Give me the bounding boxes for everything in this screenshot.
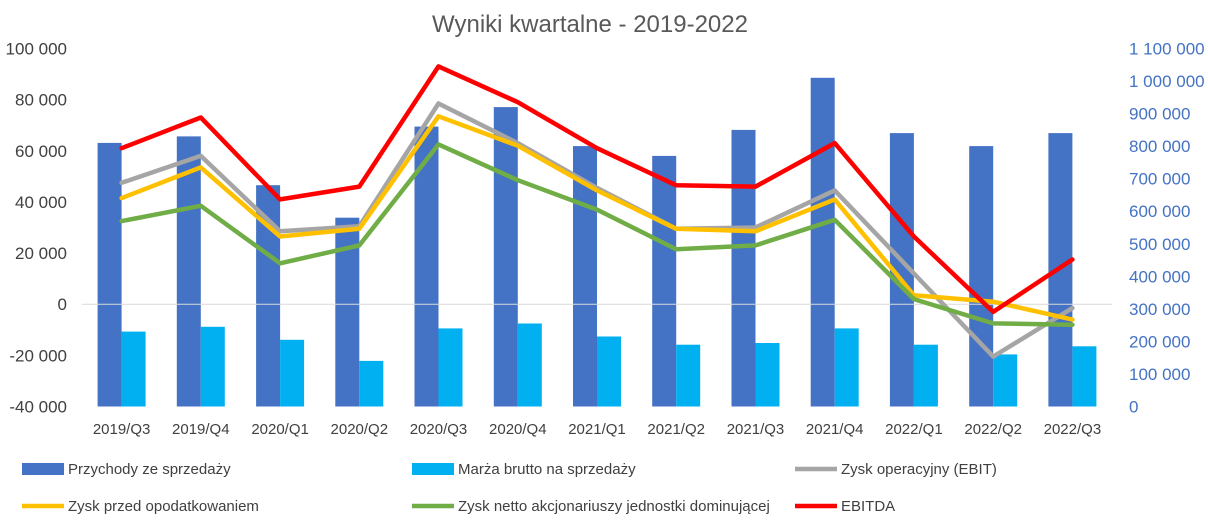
bar-gross-margin-8 bbox=[755, 343, 780, 407]
bar-gross-margin-0 bbox=[121, 331, 146, 407]
legend-label: Przychody ze sprzedaży bbox=[68, 461, 231, 478]
bar-revenue-8 bbox=[731, 129, 756, 407]
bar-gross-margin-5 bbox=[517, 323, 542, 407]
left-tick-label: 100 000 bbox=[6, 40, 67, 59]
right-tick-label: 900 000 bbox=[1129, 105, 1190, 124]
x-tick-label: 2022/Q2 bbox=[964, 421, 1022, 438]
right-tick-label: 400 000 bbox=[1129, 267, 1190, 286]
line-layer bbox=[119, 64, 1075, 359]
legend-label: Marża brutto na sprzedaży bbox=[458, 461, 636, 478]
bar-gross-margin-11 bbox=[993, 354, 1018, 407]
legend-label: Zysk netto akcjonariuszy jednostki domin… bbox=[458, 498, 770, 515]
left-tick-label: 60 000 bbox=[15, 142, 67, 161]
right-tick-label: 0 bbox=[1129, 398, 1138, 417]
x-tick-label: 2019/Q4 bbox=[172, 421, 230, 438]
bar-revenue-11 bbox=[969, 146, 994, 407]
x-tick-label: 2022/Q3 bbox=[1044, 421, 1102, 438]
chart-title: Wyniki kwartalne - 2019-2022 bbox=[432, 11, 748, 38]
bar-revenue-9 bbox=[810, 77, 835, 407]
left-axis-ticks: 100 000 80 000 60 000 40 000 20 000 0 -20 000 -… bbox=[6, 40, 67, 417]
left-tick-label: 80 000 bbox=[15, 91, 67, 110]
right-tick-label: 600 000 bbox=[1129, 202, 1190, 221]
legend: Przychody ze sprzedaży Marża brutto na sp… bbox=[22, 461, 997, 515]
right-tick-label: 800 000 bbox=[1129, 137, 1190, 156]
bar-gross-margin-7 bbox=[676, 344, 701, 407]
bar-revenue-5 bbox=[493, 107, 518, 407]
x-tick-label: 2019/Q3 bbox=[93, 421, 151, 438]
right-tick-label: 300 000 bbox=[1129, 300, 1190, 319]
x-tick-label: 2022/Q1 bbox=[885, 421, 943, 438]
bar-gross-margin-4 bbox=[438, 328, 463, 407]
right-tick-label: 500 000 bbox=[1129, 235, 1190, 254]
legend-swatch bbox=[22, 463, 64, 475]
left-tick-label: 0 bbox=[58, 295, 67, 314]
legend-swatch bbox=[412, 463, 454, 475]
net-profit-line bbox=[119, 142, 1075, 327]
bar-gross-margin-6 bbox=[597, 336, 621, 407]
right-tick-label: 100 000 bbox=[1129, 365, 1190, 384]
left-tick-label: -20 000 bbox=[9, 346, 67, 365]
bar-revenue-0 bbox=[97, 142, 122, 407]
x-tick-label: 2021/Q4 bbox=[806, 421, 864, 438]
bar-gross-margin-3 bbox=[359, 360, 384, 407]
left-tick-label: 20 000 bbox=[15, 244, 67, 263]
right-axis-ticks: 1 100 000 1 000 000 900 000 800 000 700 000 6… bbox=[1129, 40, 1205, 417]
right-tick-label: 700 000 bbox=[1129, 170, 1190, 189]
bar-gross-margin-1 bbox=[200, 326, 225, 407]
x-tick-label: 2020/Q3 bbox=[410, 421, 468, 438]
legend-label: EBITDA bbox=[841, 498, 895, 515]
bar-gross-margin-10 bbox=[913, 344, 938, 407]
right-tick-label: 1 000 000 bbox=[1129, 72, 1205, 91]
bar-gross-margin-2 bbox=[280, 339, 305, 407]
left-tick-label: -40 000 bbox=[9, 398, 67, 417]
bar-gross-margin-9 bbox=[834, 328, 859, 407]
x-tick-label: 2021/Q1 bbox=[568, 421, 626, 438]
bar-gross-margin-12 bbox=[1072, 346, 1097, 407]
ebitda-line bbox=[119, 64, 1075, 315]
x-tick-label: 2020/Q1 bbox=[251, 421, 309, 438]
x-tick-label: 2020/Q2 bbox=[331, 421, 389, 438]
pretax-line bbox=[119, 114, 1075, 322]
left-tick-label: 40 000 bbox=[15, 193, 67, 212]
x-tick-label: 2021/Q2 bbox=[647, 421, 705, 438]
x-axis-ticks: 2019/Q3 2019/Q4 2020/Q1 2020/Q2 2020/Q3 2020/… bbox=[93, 421, 1101, 438]
bar-layer bbox=[97, 77, 1097, 407]
bar-revenue-1 bbox=[176, 136, 201, 407]
x-tick-label: 2020/Q4 bbox=[489, 421, 547, 438]
x-tick-label: 2021/Q3 bbox=[727, 421, 785, 438]
bar-revenue-7 bbox=[652, 155, 677, 407]
right-tick-label: 200 000 bbox=[1129, 332, 1190, 351]
legend-label: Zysk operacyjny (EBIT) bbox=[841, 461, 997, 478]
right-tick-label: 1 100 000 bbox=[1129, 40, 1205, 59]
legend-label: Zysk przed opodatkowaniem bbox=[68, 498, 259, 515]
